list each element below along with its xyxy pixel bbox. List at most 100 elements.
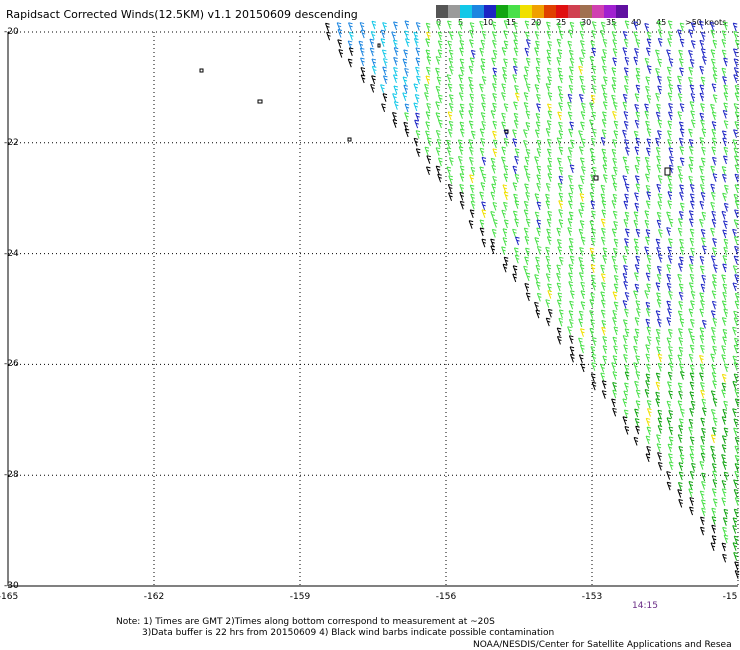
wind-barb <box>459 40 465 49</box>
wind-barb <box>492 130 497 140</box>
wind-barb <box>382 93 388 102</box>
wind-barb <box>557 157 562 167</box>
wind-barb <box>701 499 706 509</box>
wind-barb <box>579 21 585 31</box>
wind-barb <box>733 74 738 83</box>
wind-barb <box>568 264 574 273</box>
wind-barb <box>535 264 541 274</box>
wind-barb <box>404 112 409 121</box>
wind-barb <box>689 436 695 445</box>
wind-barb <box>721 382 727 392</box>
wind-barb <box>492 201 498 211</box>
wind-barb <box>513 22 518 31</box>
wind-barb <box>568 84 574 94</box>
legend-label: 15 <box>506 18 517 27</box>
wind-barb <box>602 164 608 174</box>
wind-barb <box>733 129 738 138</box>
wind-barb <box>492 67 498 77</box>
wind-barb <box>448 120 454 130</box>
wind-barb <box>503 165 509 174</box>
wind-barb <box>578 318 583 328</box>
wind-barb <box>568 174 573 184</box>
wind-barb <box>569 121 574 131</box>
wind-barb <box>479 227 485 237</box>
wind-barb <box>679 371 685 380</box>
legend-label: 45 <box>656 18 667 27</box>
wind-barb <box>623 344 628 353</box>
wind-barb <box>393 21 398 31</box>
wind-barb <box>666 400 672 410</box>
wind-barb <box>468 139 473 148</box>
wind-barb <box>580 290 586 299</box>
wind-barb <box>536 148 542 157</box>
wind-barb <box>711 300 717 310</box>
island-outline <box>593 175 599 181</box>
wind-barb <box>459 103 465 113</box>
wind-speed-legend: 0 5 10 15 20 25 30 35 40 45 >50 knots <box>436 5 736 30</box>
wind-barb <box>644 57 650 67</box>
wind-barb <box>468 146 474 156</box>
wind-barb <box>382 58 388 67</box>
wind-barb <box>545 83 551 92</box>
wind-barb <box>558 166 564 176</box>
wind-barb <box>525 247 530 257</box>
wind-barb <box>634 317 640 326</box>
wind-barb <box>700 417 705 427</box>
wind-barb <box>688 66 694 76</box>
wind-barb <box>435 147 441 156</box>
wind-barb <box>656 183 661 193</box>
wind-barb <box>413 137 419 147</box>
wind-barb <box>656 299 662 308</box>
longitude-tick-label: -153 <box>581 592 603 602</box>
wind-barb <box>545 128 551 137</box>
wind-barb <box>360 57 365 67</box>
wind-barb <box>689 273 695 283</box>
wind-barb <box>656 346 661 355</box>
wind-barb <box>348 22 353 31</box>
wind-barb <box>656 434 661 443</box>
wind-barb <box>667 191 673 200</box>
wind-barb <box>470 193 475 203</box>
wind-barb <box>501 246 506 256</box>
wind-barb <box>580 301 586 310</box>
wind-barb <box>556 38 562 48</box>
wind-barb <box>558 30 564 40</box>
wind-barb <box>721 317 727 326</box>
wind-barb <box>635 156 641 166</box>
wind-barb <box>612 139 617 148</box>
wind-barb <box>677 84 682 94</box>
wind-barb <box>468 220 474 229</box>
wind-barb <box>523 200 529 210</box>
wind-barb <box>646 336 652 345</box>
wind-barb <box>557 292 563 302</box>
wind-barb <box>413 102 418 112</box>
wind-barb <box>667 328 673 338</box>
wind-barb <box>591 47 597 57</box>
wind-barb <box>699 363 705 373</box>
wind-barb <box>392 39 398 49</box>
wind-barb <box>393 101 399 110</box>
wind-barb <box>448 57 454 67</box>
wind-barb <box>547 76 552 85</box>
wind-barb <box>623 200 629 210</box>
wind-barb <box>579 175 585 184</box>
wind-barb <box>578 228 584 238</box>
wind-barb <box>556 282 562 292</box>
wind-barb <box>723 471 729 481</box>
wind-barb <box>613 301 619 311</box>
wind-barb <box>601 282 606 291</box>
wind-barb <box>558 146 564 156</box>
wind-barb <box>678 121 684 131</box>
legend-swatch <box>496 5 508 18</box>
wind-barb <box>590 292 595 302</box>
wind-barb <box>634 164 640 174</box>
wind-barb <box>479 83 484 93</box>
wind-barb <box>392 93 397 102</box>
wind-barb <box>501 92 506 101</box>
wind-barb <box>655 310 661 319</box>
wind-barb <box>503 103 509 112</box>
wind-barb <box>688 282 694 291</box>
wind-barb <box>568 75 574 84</box>
wind-barb <box>646 128 652 137</box>
wind-barb <box>656 155 661 165</box>
